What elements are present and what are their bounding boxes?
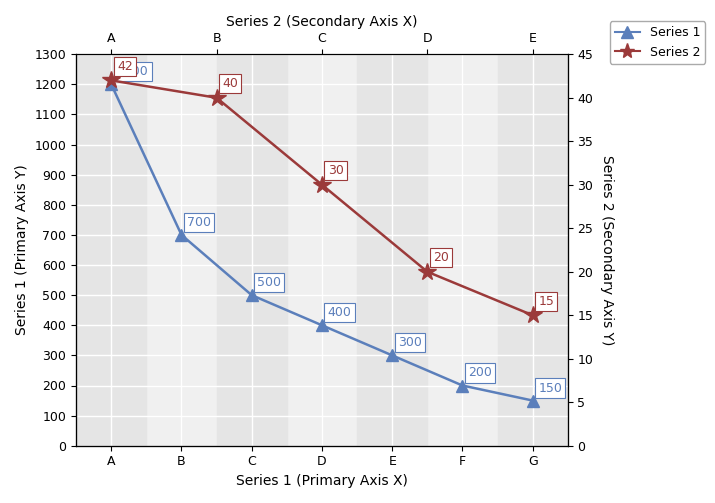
Y-axis label: Series 1 (Primary Axis Y): Series 1 (Primary Axis Y) bbox=[15, 164, 29, 336]
X-axis label: Series 2 (Secondary Axis X): Series 2 (Secondary Axis X) bbox=[226, 15, 418, 29]
Text: 500: 500 bbox=[257, 276, 281, 289]
Legend: Series 1, Series 2: Series 1, Series 2 bbox=[610, 21, 705, 63]
Text: 30: 30 bbox=[327, 164, 343, 178]
Bar bbox=[498, 54, 568, 446]
Text: 300: 300 bbox=[398, 337, 422, 350]
Text: 400: 400 bbox=[327, 306, 352, 319]
Text: 40: 40 bbox=[222, 77, 238, 91]
Text: 200: 200 bbox=[468, 367, 492, 379]
Text: 1200: 1200 bbox=[117, 65, 149, 78]
Bar bbox=[357, 54, 428, 446]
Text: 42: 42 bbox=[117, 60, 133, 73]
Y-axis label: Series 2 (Secondary Axis Y): Series 2 (Secondary Axis Y) bbox=[600, 155, 614, 345]
Bar bbox=[77, 54, 147, 446]
Text: 700: 700 bbox=[187, 216, 211, 229]
Bar bbox=[217, 54, 287, 446]
Text: 20: 20 bbox=[433, 252, 449, 264]
X-axis label: Series 1 (Primary Axis X): Series 1 (Primary Axis X) bbox=[236, 474, 408, 488]
Text: 150: 150 bbox=[538, 381, 562, 394]
Text: 15: 15 bbox=[538, 295, 554, 308]
